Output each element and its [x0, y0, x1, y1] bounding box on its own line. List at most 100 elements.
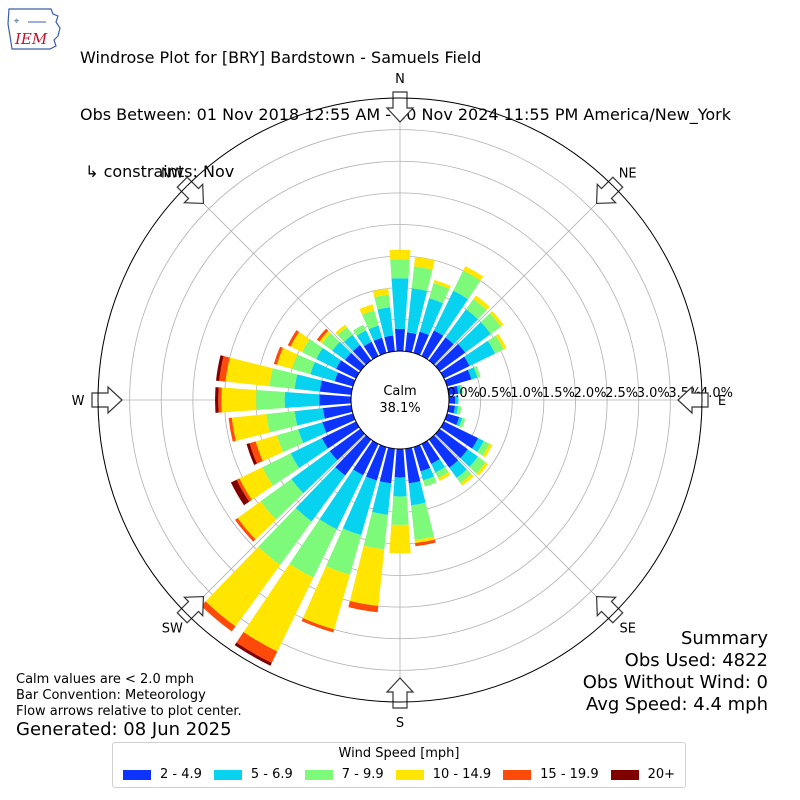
obs-used: Obs Used: 4822: [624, 650, 768, 671]
bar-segment-320-2: [337, 327, 353, 343]
bar-segment-20-3: [433, 279, 451, 289]
direction-label-sw: SW: [162, 622, 183, 637]
bar-segment-280-0: [319, 380, 353, 395]
bar-segment-240-5: [230, 479, 250, 506]
legend-label: 5 - 6.9: [250, 767, 293, 782]
bar-segment-310-3: [319, 330, 331, 344]
bar-segment-280-1: [294, 374, 322, 392]
bar-segment-120-1: [472, 438, 484, 453]
bar-segment-300-3: [290, 331, 310, 353]
flow-arrow: [176, 176, 205, 205]
bar-segment-220-2: [258, 508, 312, 566]
bar-segment-40-0: [428, 337, 454, 365]
bar-segment-350-3: [372, 288, 389, 298]
direction-label-n: N: [395, 72, 405, 87]
bar-segment-150-3: [438, 472, 451, 481]
bar-segment-260-2: [266, 411, 298, 433]
bar-segment-330-1: [356, 330, 372, 347]
bar-segment-130-2: [469, 456, 486, 474]
legend-swatch: [395, 769, 424, 780]
bar-segment-150-0: [421, 440, 440, 464]
legend-title: Wind Speed [mph]: [338, 746, 460, 761]
flow-arrow: [385, 677, 415, 709]
bar-segment-320-0: [352, 345, 372, 365]
legend-swatch: [610, 769, 639, 780]
bar-segment-190-2: [363, 511, 388, 550]
legend-swatch: [503, 769, 532, 780]
bar-segment-240-2: [262, 453, 300, 486]
bar-segment-50-0: [435, 343, 466, 372]
direction-label-e: E: [718, 394, 726, 409]
legend-label: 2 - 4.9: [159, 767, 202, 782]
bar-segment-200-4: [301, 618, 335, 633]
bar-segment-80-2: [459, 384, 464, 394]
direction-label-nw: NW: [161, 166, 184, 181]
bar-segment-180-1: [393, 477, 407, 497]
bar-segment-310-4: [316, 328, 329, 342]
bar-segment-210-1: [319, 469, 364, 530]
r-tick-label: 2.0%: [574, 386, 607, 401]
bar-segment-140-0: [428, 435, 459, 468]
bar-segment-10-2: [411, 266, 433, 292]
bar-segment-110-2: [459, 417, 466, 428]
r-tick-label: 1.0%: [510, 386, 543, 401]
bar-segment-20-1: [419, 298, 444, 336]
summary-title: Summary: [681, 628, 768, 649]
generated-date: Generated: 08 Jun 2025: [16, 719, 232, 740]
title-line-3: ↳ constraints: Nov: [80, 162, 235, 181]
bar-segment-300-2: [301, 338, 323, 360]
bar-segment-100-1: [453, 405, 459, 415]
direction-arrows: [91, 91, 709, 709]
bar-segment-270-3: [221, 387, 257, 413]
direction-label-se: SE: [619, 622, 635, 637]
bar-segment-210-2: [289, 519, 337, 578]
bar-segment-110-1: [456, 416, 463, 427]
direction-label-ne: NE: [619, 166, 637, 181]
bar-segment-30-0: [421, 330, 444, 360]
bar-segment-270-4: [218, 387, 222, 413]
bar-segment-170-3: [414, 536, 435, 544]
legend-item: 7 - 9.9: [304, 767, 384, 782]
direction-labels: N NE E SE S SW W NW: [72, 72, 727, 731]
bar-segment-0-1: [391, 278, 409, 330]
calm-circle: Calm 38.1%: [350, 350, 450, 450]
bar-segment-220-1: [295, 467, 346, 522]
legend-item: 15 - 19.9: [503, 767, 599, 782]
chart-title: Windrose Plot for [BRY] Bardstown - Samu…: [80, 10, 731, 200]
flow-arrow: [176, 595, 205, 624]
bar-segment-60-3: [495, 333, 507, 350]
bar-segment-320-1: [343, 334, 361, 352]
bar-segment-350-0: [384, 335, 395, 353]
bar-segment-0-0: [395, 328, 405, 352]
bar-segment-260-0: [322, 405, 353, 419]
bar-segment-230-2: [260, 478, 304, 520]
bar-segment-230-4: [234, 518, 256, 542]
bar-segment-90-1: [455, 395, 459, 405]
bar-segment-190-0: [379, 447, 395, 484]
legend-swatch: [304, 769, 333, 780]
legend: Wind Speed [mph] 2 - 4.9 5 - 6.9 7 - 9.9 10…: [112, 742, 686, 788]
obs-without-wind: Obs Without Wind: 0: [582, 672, 768, 693]
bar-segment-60-0: [440, 356, 470, 379]
bar-segment-60-1: [464, 340, 496, 367]
bar-segment-150-2: [435, 466, 449, 479]
bar-segment-200-2: [326, 528, 362, 575]
bar-segment-280-4: [219, 356, 230, 382]
note-convention: Bar Convention: Meteorology: [16, 688, 206, 703]
bar-segment-280-3: [225, 357, 273, 387]
bar-segment-320-3: [335, 324, 348, 336]
flow-arrow: [677, 385, 709, 415]
bar-segment-250-5: [246, 443, 258, 465]
bar-segment-340-3: [359, 304, 375, 315]
bar-segment-170-4: [415, 539, 436, 547]
bar-segment-210-5: [234, 642, 272, 666]
bar-segment-10-3: [414, 256, 435, 270]
bar-segment-40-1: [445, 309, 478, 345]
bar-segment-230-0: [329, 428, 365, 461]
iem-logo: ⌖ IEM: [7, 8, 61, 50]
grid-spoke: [186, 434, 366, 614]
bar-segment-200-3: [302, 566, 350, 630]
bar-segment-80-0: [447, 385, 459, 395]
bar-segment-160-2: [423, 476, 437, 487]
bar-segment-150-1: [431, 458, 446, 473]
